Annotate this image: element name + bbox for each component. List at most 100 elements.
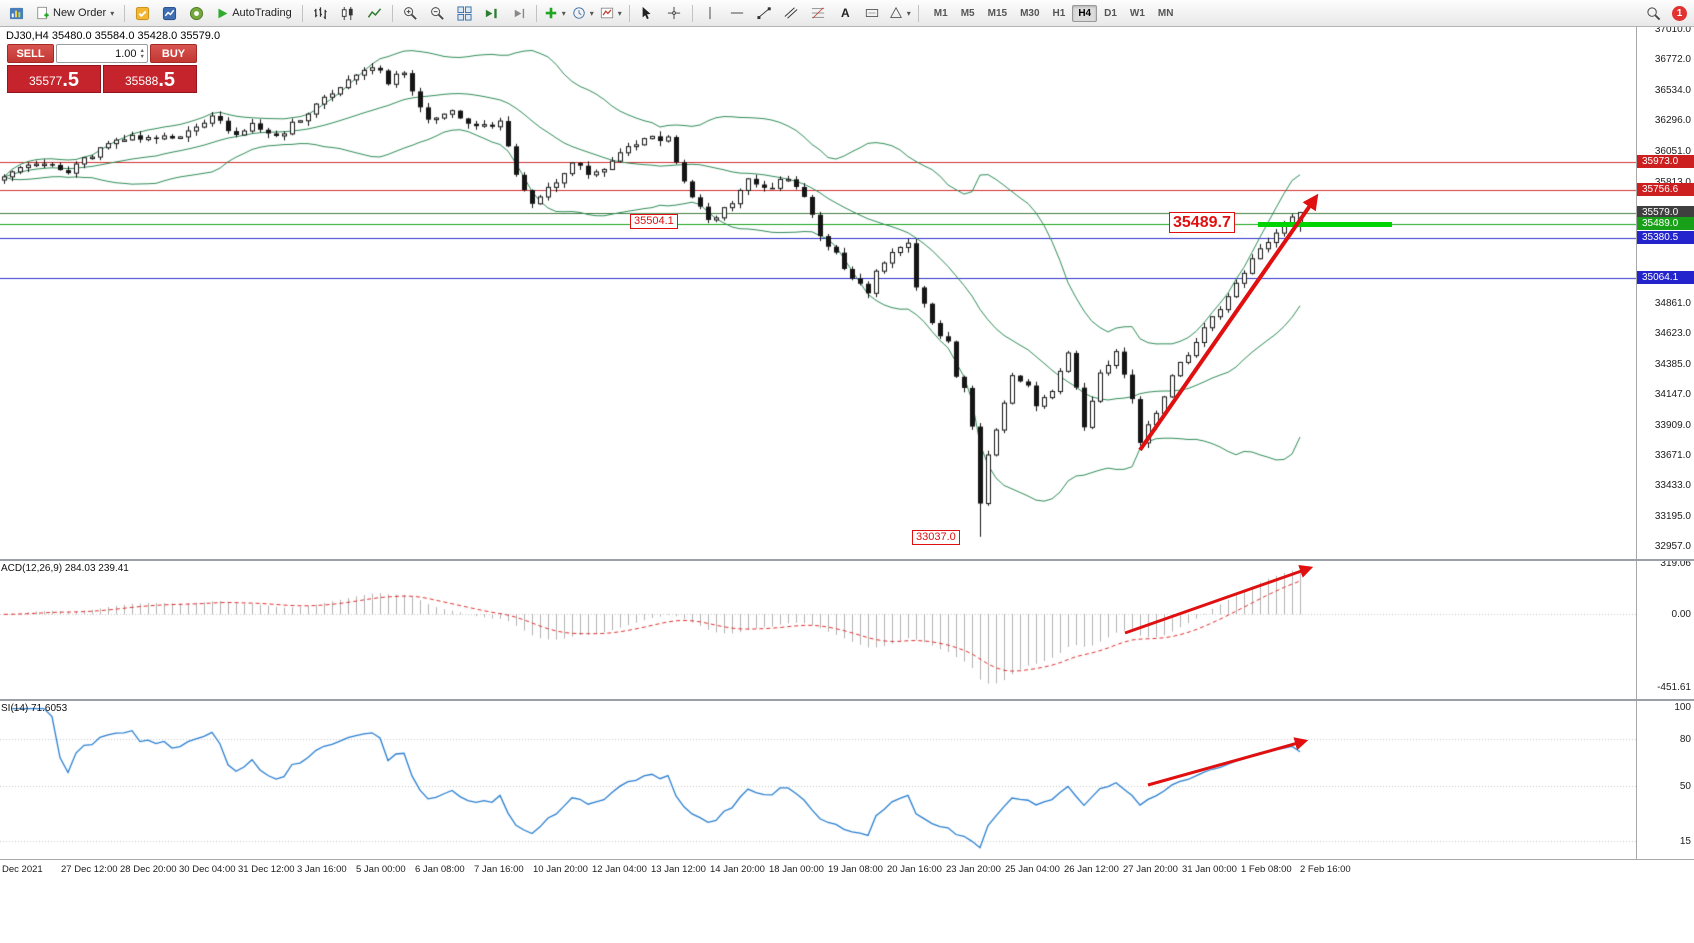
- price-tag: 35756.6: [1637, 182, 1694, 196]
- text-tool-label: A: [840, 6, 850, 20]
- rsi-axis-label: 100: [1674, 702, 1691, 713]
- zoom-out-icon[interactable]: [425, 3, 450, 24]
- time-axis-label: 27 Jan 20:00: [1123, 864, 1178, 875]
- price-axis-label: 37010.0: [1654, 27, 1691, 35]
- timeframe-mn[interactable]: MN: [1152, 5, 1180, 22]
- buy-price-main: 35588: [124, 74, 159, 88]
- fibonacci-icon[interactable]: [806, 3, 831, 24]
- rsi-canvas[interactable]: [0, 701, 1636, 859]
- volume-stepper[interactable]: ▲ ▼: [140, 48, 145, 60]
- sell-price-main: 35577: [28, 74, 63, 88]
- equidistant-channel-icon[interactable]: [779, 3, 804, 24]
- key-level-callout[interactable]: 35489.7: [1169, 211, 1235, 233]
- macd-header: ACD(12,26,9) 284.03 239.41: [1, 563, 129, 574]
- rsi-axis[interactable]: 100 80 50 15: [1636, 701, 1694, 859]
- stepper-up-icon[interactable]: ▲: [139, 47, 145, 54]
- time-axis-label: Dec 2021: [2, 864, 43, 875]
- chevron-down-icon: ▾: [561, 8, 566, 18]
- price-tag: 35579.0: [1637, 205, 1694, 219]
- timeframe-h1[interactable]: H1: [1047, 5, 1072, 22]
- community-icon[interactable]: [184, 3, 209, 24]
- panel-separator[interactable]: [0, 559, 1694, 561]
- volume-input[interactable]: 1.00 ▲ ▼: [56, 44, 148, 63]
- toolbar-separator: [391, 4, 393, 22]
- time-axis[interactable]: Dec 2021 27 Dec 12:00 28 Dec 20:00 30 Dec 0…: [0, 859, 1694, 943]
- line-chart-icon[interactable]: [362, 3, 387, 24]
- toolbar-right-group: 1: [1641, 3, 1690, 24]
- vertical-line-icon[interactable]: [698, 3, 723, 24]
- timeframe-m1[interactable]: M1: [928, 5, 954, 22]
- tile-windows-icon[interactable]: [452, 3, 477, 24]
- price-chart-panel: 35504.1 35489.7 33037.0 DJ30,H4 35480.0 …: [0, 27, 1694, 559]
- bar-chart-icon[interactable]: [308, 3, 333, 24]
- text-label-tool-icon[interactable]: [860, 3, 885, 24]
- timeframe-h4[interactable]: H4: [1072, 4, 1098, 22]
- panel-separator[interactable]: [0, 699, 1694, 701]
- price-axis-label: 34385.0: [1654, 358, 1691, 370]
- time-axis-label: 30 Dec 04:00: [179, 864, 236, 875]
- buy-price-pips: .5: [158, 69, 176, 91]
- text-tool-button[interactable]: A: [833, 3, 858, 24]
- timeframe-m5[interactable]: M5: [955, 5, 981, 22]
- price-axis-label: 34623.0: [1654, 328, 1691, 340]
- autotrading-button[interactable]: AutoTrading: [211, 3, 297, 24]
- chart-shift-icon[interactable]: [506, 3, 531, 24]
- rsi-panel: SI(14) 71.6053 100 80 50 15: [0, 701, 1694, 859]
- period-menu-button[interactable]: ▾: [570, 3, 596, 24]
- autotrading-label: AutoTrading: [232, 7, 292, 19]
- time-axis-label: 5 Jan 00:00: [356, 864, 406, 875]
- price-axis-label: 35813.0: [1655, 177, 1691, 188]
- metaeditor-icon[interactable]: [130, 3, 155, 24]
- terminal-icon[interactable]: [4, 3, 29, 24]
- macd-axis[interactable]: 319.06 0.00 -451.61: [1636, 561, 1694, 699]
- time-axis-label: 13 Jan 12:00: [651, 864, 706, 875]
- trendline-icon[interactable]: [752, 3, 777, 24]
- time-axis-label: 23 Jan 20:00: [946, 864, 1001, 875]
- buy-price-display[interactable]: 35588.5: [103, 65, 197, 93]
- swing-low-callout[interactable]: 33037.0: [912, 529, 960, 545]
- time-axis-label: 10 Jan 20:00: [533, 864, 588, 875]
- zoom-in-icon[interactable]: [398, 3, 423, 24]
- sell-button[interactable]: SELL: [7, 44, 54, 63]
- time-axis-label: 6 Jan 08:00: [415, 864, 465, 875]
- timeframe-m15[interactable]: M15: [982, 5, 1013, 22]
- add-indicator-button[interactable]: ▾: [542, 3, 568, 24]
- price-tag: 35380.5: [1637, 230, 1694, 244]
- time-axis-label: 25 Jan 04:00: [1005, 864, 1060, 875]
- buy-button[interactable]: BUY: [150, 44, 197, 63]
- rsi-header: SI(14) 71.6053: [1, 703, 68, 714]
- toolbar-separator: [628, 4, 630, 22]
- timeframe-w1[interactable]: W1: [1124, 5, 1151, 22]
- price-axis-label: 33195.0: [1654, 510, 1691, 522]
- horizontal-line-icon[interactable]: [725, 3, 750, 24]
- chevron-down-icon: ▾: [589, 8, 594, 18]
- one-click-trading-widget: SELL 1.00 ▲ ▼ BUY 35577.5 35588.5: [7, 44, 197, 93]
- candlestick-chart-icon[interactable]: [335, 3, 360, 24]
- search-icon[interactable]: [1641, 3, 1666, 24]
- timeframe-d1[interactable]: D1: [1098, 5, 1123, 22]
- timeframe-m30[interactable]: M30: [1014, 5, 1045, 22]
- auto-scroll-icon[interactable]: [479, 3, 504, 24]
- new-order-button[interactable]: New Order ▾: [31, 3, 119, 24]
- template-menu-button[interactable]: ▾: [598, 3, 624, 24]
- cursor-icon[interactable]: [635, 3, 660, 24]
- time-axis-label: 18 Jan 00:00: [769, 864, 824, 875]
- price-axis-label: 34147.0: [1654, 389, 1691, 401]
- macd-canvas[interactable]: [0, 561, 1636, 699]
- notification-badge[interactable]: 1: [1672, 5, 1687, 21]
- time-axis-label: 20 Jan 16:00: [887, 864, 942, 875]
- price-chart-canvas[interactable]: [0, 27, 1636, 559]
- support-level-segment[interactable]: [1258, 221, 1392, 227]
- time-axis-label: 26 Jan 12:00: [1064, 864, 1119, 875]
- sell-price-display[interactable]: 35577.5: [7, 65, 101, 93]
- price-axis-label: 33671.0: [1654, 449, 1691, 461]
- time-axis-label: 7 Jan 16:00: [474, 864, 524, 875]
- price-axis[interactable]: 37010.0 36772.0 36534.0 36296.0 36051.0 35813…: [1636, 27, 1694, 559]
- stepper-down-icon[interactable]: ▼: [139, 53, 145, 60]
- price-callout[interactable]: 35504.1: [630, 214, 678, 230]
- crosshair-icon[interactable]: [662, 3, 687, 24]
- shapes-menu-button[interactable]: ▾: [887, 3, 913, 24]
- market-watch-icon[interactable]: [157, 3, 182, 24]
- time-axis-label: 12 Jan 04:00: [592, 864, 647, 875]
- price-axis-label: 36534.0: [1654, 84, 1691, 96]
